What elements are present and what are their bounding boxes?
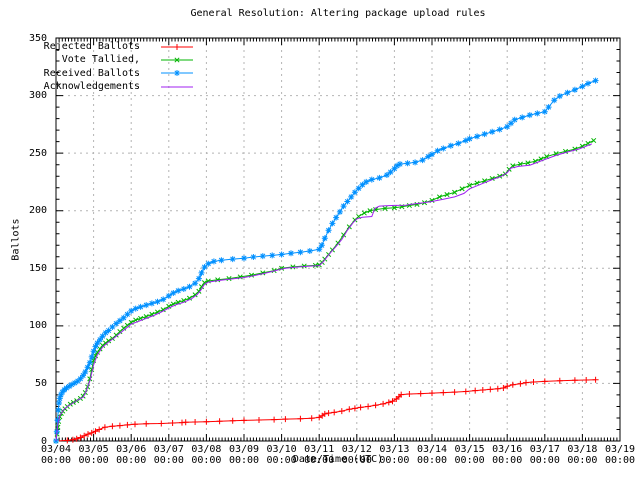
x-tick-label: 03/15 00:00 [454,444,485,466]
legend-sample [161,57,193,63]
x-tick-label: 03/11 00:00 [304,444,335,466]
y-tick-label: 200 [28,205,47,217]
y-tick-label: 250 [28,147,47,159]
x-tick-label: 03/14 00:00 [416,444,448,466]
x-tick-label: 03/16 00:00 [492,444,523,466]
legend-sample [161,86,193,88]
legend-item: Vote Tallied, [40,53,194,66]
legend-label: Rejected Ballots [43,41,140,53]
legend-sample [161,43,193,50]
x-tick-label: 03/17 00:00 [529,444,560,466]
x-tick-label: 03/19 00:00 [604,444,636,466]
legend-label: Acknowledgements [43,81,140,93]
y-tick-label: 350 [28,32,47,44]
legend-sample [161,70,193,77]
legend-label: Received Ballots [43,67,140,79]
x-tick-label: 03/18 00:00 [567,444,598,466]
legend: Rejected Ballots Vote Tallied, Received Ba… [40,40,194,93]
y-tick-label: 50 [34,377,47,389]
x-tick-label: 03/09 00:00 [228,444,260,466]
x-tick-label: 03/07 00:00 [153,444,184,466]
x-tick-label: 03/12 00:00 [341,444,372,466]
x-tick-label: 03/05 00:00 [78,444,109,466]
legend-item: Received Ballots [40,67,194,80]
legend-label: Vote Tallied, [61,54,140,66]
y-tick-label: 300 [28,90,47,102]
x-tick-label: 03/10 00:00 [266,444,297,466]
legend-item: Rejected Ballots [40,40,194,53]
x-tick-label: 03/13 00:00 [379,444,410,466]
x-tick-label: 03/04 00:00 [40,444,72,466]
y-tick-label: 0 [40,435,47,447]
x-axis-label: Date/Time (UTC) [292,454,384,465]
y-tick-label: 150 [28,262,47,274]
y-axis-label: Ballots [10,218,22,261]
legend-item: Acknowledgements [40,80,194,93]
y-tick-label: 100 [28,320,47,332]
chart-title: General Resolution: Altering package upl… [190,8,486,19]
x-tick-label: 03/06 00:00 [116,444,147,466]
x-tick-label: 03/08 00:00 [191,444,222,466]
